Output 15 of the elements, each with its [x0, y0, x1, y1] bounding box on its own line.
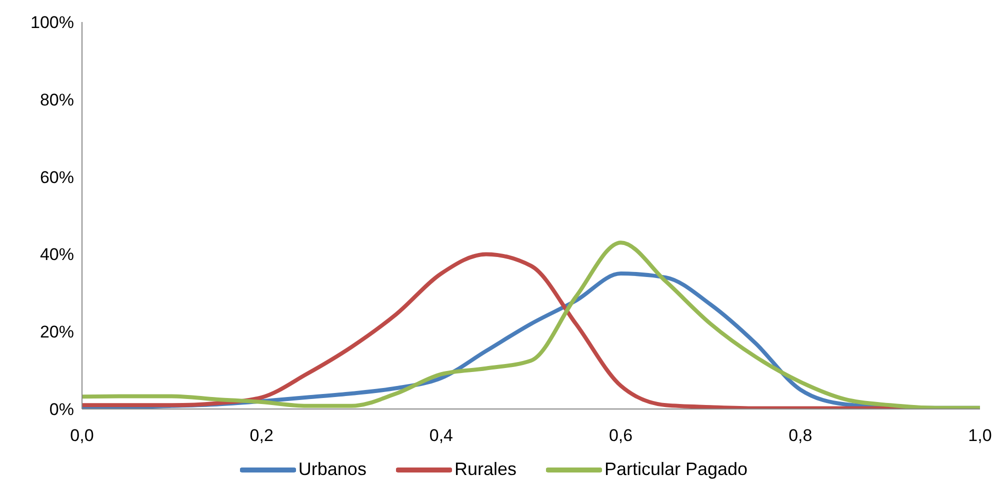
- y-tick-label: 100%: [30, 13, 74, 32]
- x-tick-label: 0,6: [608, 426, 633, 446]
- y-tick-label: 80%: [40, 90, 74, 110]
- x-tick-label: 1,0: [968, 426, 992, 446]
- y-tick-label: 60%: [40, 168, 74, 187]
- y-tick-label: 20%: [40, 322, 74, 342]
- x-tick-label: 0,0: [70, 426, 94, 446]
- x-tick-label: 0,4: [429, 426, 454, 446]
- legend-label: Particular Pagado: [604, 459, 748, 480]
- legend-label: Urbanos: [298, 459, 366, 480]
- y-tick-label: 40%: [40, 245, 74, 264]
- y-tick-label: 0%: [49, 400, 74, 420]
- x-tick-label: 0,2: [250, 426, 274, 446]
- legend-label: Rurales: [454, 459, 516, 480]
- x-tick-label: 0,8: [788, 426, 812, 446]
